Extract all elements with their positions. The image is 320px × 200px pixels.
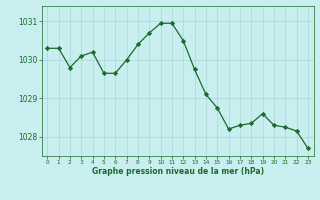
X-axis label: Graphe pression niveau de la mer (hPa): Graphe pression niveau de la mer (hPa) [92,167,264,176]
